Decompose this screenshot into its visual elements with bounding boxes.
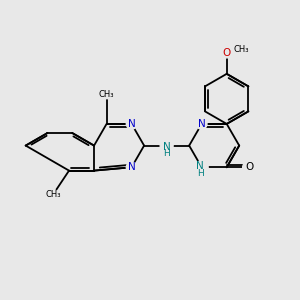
Text: CH₃: CH₃	[234, 45, 249, 54]
Text: N: N	[128, 119, 136, 129]
Text: CH₃: CH₃	[99, 90, 114, 99]
Text: O: O	[223, 48, 231, 58]
Text: H: H	[163, 149, 170, 158]
Circle shape	[243, 162, 253, 172]
Text: H: H	[197, 169, 204, 178]
Text: N: N	[198, 119, 206, 129]
Text: N: N	[163, 142, 170, 152]
Circle shape	[160, 139, 173, 152]
Circle shape	[196, 118, 207, 129]
Circle shape	[221, 47, 232, 58]
Text: N: N	[128, 162, 136, 172]
Text: N: N	[196, 161, 204, 171]
Text: O: O	[245, 162, 253, 172]
Text: CH₃: CH₃	[46, 190, 61, 199]
Circle shape	[126, 162, 137, 172]
Circle shape	[126, 118, 137, 129]
Circle shape	[195, 161, 208, 174]
